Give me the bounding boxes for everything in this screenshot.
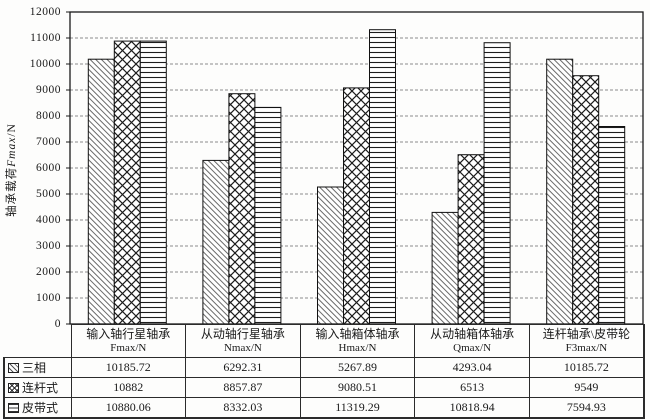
y-tick-label: 8000 [36,110,61,122]
y-tick-label: 10000 [29,58,61,70]
y-tick-label: 3000 [36,240,61,252]
value-cell: 9549 [528,377,645,398]
y-tick-label: 6000 [36,162,61,174]
y-tick-label: 2000 [36,266,61,278]
y-tick-label: 5000 [36,188,61,200]
y-tick-label: 12000 [29,6,61,18]
value-cell: 6292.31 [185,357,301,378]
legend-swatch-light-downward-diagonal [8,362,19,373]
value-cell: 10185.72 [528,357,645,378]
y-tick-label: 11000 [30,32,61,44]
value-cell: 5267.89 [299,357,416,378]
bar-皮带式-1 [254,106,282,325]
bar-三相-4 [546,58,574,325]
bar-皮带式-3 [483,42,511,325]
category-variable: Hmax/N [338,342,377,354]
bar-连杆式-1 [228,93,256,325]
value-cell: 9080.51 [299,377,416,398]
plot-area [64,10,648,332]
series-row: 皮带式 10880.06 8332.03 11319.29 10818.94 7594.9… [3,397,645,419]
bar-连杆式-4 [572,75,600,325]
legend-swatch-horizontal-lines [8,402,19,413]
y-tick-label: 0 [54,318,61,330]
bar-皮带式-4 [598,126,626,325]
y-tick-label: 9000 [36,84,61,96]
value-cell: 10882 [70,377,187,398]
series-name: 三相 [22,361,47,375]
bar-三相-3 [431,211,459,325]
y-tick-label: 4000 [36,214,61,226]
series-legend-cell: 连杆式 [3,377,72,398]
category-variable: Qmax/N [453,342,492,354]
value-cell: 10185.72 [70,357,187,378]
value-cell: 7594.93 [528,397,645,419]
bar-连杆式-3 [457,154,485,325]
bar-三相-1 [202,159,230,325]
series-legend-cell: 三相 [3,357,72,378]
value-cell: 4293.04 [414,357,530,378]
data-table: 输入轴行星轴承 Fmax/N 从动轴行星轴承 Nmax/N 输入轴箱体轴承 Hmax/N 从… [3,324,645,419]
value-cell: 10880.06 [70,397,187,419]
category-name: 输入轴行星轴承 [86,327,171,341]
category-variable: Fmax/N [110,342,147,354]
category-name: 输入轴箱体轴承 [315,327,400,341]
category-header: 连杆轴承\皮带轮 F3max/N [528,324,645,358]
y-tick-label: 1000 [36,292,61,304]
bar-三相-0 [87,58,115,325]
value-cell: 6513 [414,377,530,398]
bar-连杆式-0 [113,40,141,325]
category-name: 从动轴箱体轴承 [430,327,515,341]
value-cell: 11319.29 [299,397,416,419]
category-variable: F3max/N [565,342,608,354]
bar-皮带式-0 [139,40,167,325]
value-cell: 10818.94 [414,397,530,419]
series-row: 三相 10185.72 6292.31 5267.89 4293.04 10185.72 [3,357,645,378]
category-header: 输入轴行星轴承 Fmax/N [70,324,187,358]
value-cell: 8332.03 [185,397,301,419]
category-name: 从动轴行星轴承 [200,327,285,341]
category-header: 从动轴箱体轴承 Qmax/N [414,324,530,358]
y-axis-title-unit: /N [6,123,18,137]
table-corner-blank [4,325,71,358]
series-name: 连杆式 [22,381,59,395]
legend-swatch-diamond-crosshatch [8,382,19,393]
value-cell: 8857.87 [185,377,301,398]
series-name: 皮带式 [22,401,59,415]
series-row: 连杆式 10882 8857.87 9080.51 6513 9549 [3,377,645,398]
category-variable: Nmax/N [223,342,262,354]
y-tick-label: 7000 [36,136,61,148]
category-header: 从动轴行星轴承 Nmax/N [185,324,301,358]
category-name: 连杆轴承\皮带轮 [542,327,631,341]
category-header: 输入轴箱体轴承 Hmax/N [299,324,416,358]
bar-连杆式-2 [343,87,370,325]
bar-三相-2 [317,186,344,325]
series-legend-cell: 皮带式 [3,397,72,419]
bar-皮带式-2 [369,29,396,325]
